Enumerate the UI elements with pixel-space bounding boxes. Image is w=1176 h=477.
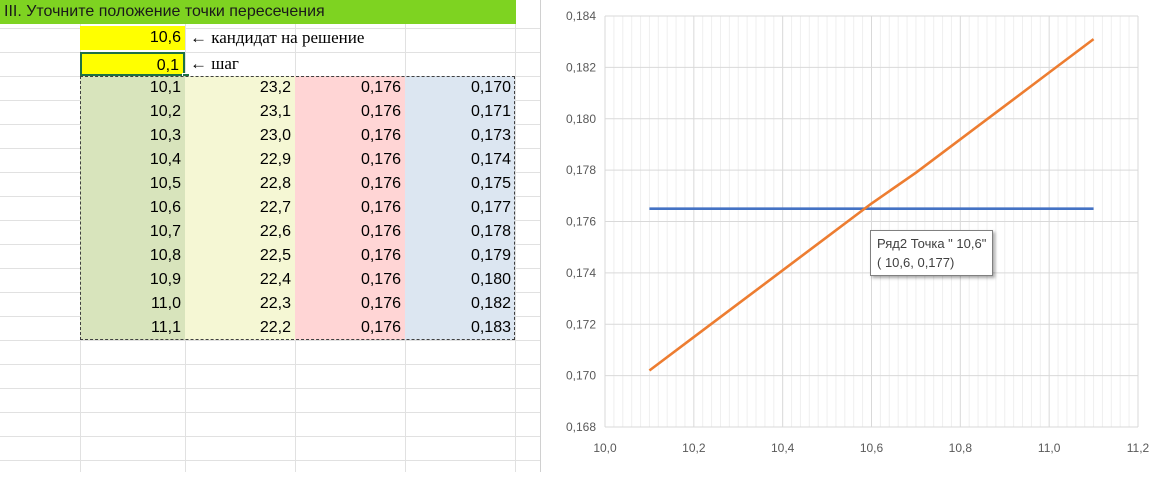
table-cell[interactable]: 0,183 bbox=[470, 319, 511, 336]
gridline bbox=[0, 364, 540, 365]
table-cell[interactable]: 0,176 bbox=[360, 199, 401, 216]
table-cell[interactable]: 0,177 bbox=[470, 199, 511, 216]
table-cell[interactable]: 0,179 bbox=[470, 247, 511, 264]
gridline bbox=[0, 460, 540, 461]
table-cell[interactable]: 0,176 bbox=[360, 79, 401, 96]
table-cell[interactable]: 0,176 bbox=[360, 271, 401, 288]
table-cell[interactable]: 10,7 bbox=[149, 223, 181, 240]
gridline bbox=[0, 412, 540, 413]
tooltip-line-1: Ряд2 Точка " 10,6" bbox=[877, 236, 987, 251]
gridline bbox=[0, 436, 540, 437]
table-cell[interactable]: 10,5 bbox=[149, 175, 181, 192]
table-column-bg bbox=[405, 76, 515, 340]
table-cell[interactable]: 22,6 bbox=[259, 223, 291, 240]
chart-area[interactable]: 0,168 0,170 0,172 0,174 0,176 0,178 0,180 0,182… bbox=[540, 0, 1176, 472]
x-tick-label: 11,2 bbox=[1127, 441, 1150, 455]
table-cell[interactable]: 0,178 bbox=[470, 223, 511, 240]
x-tick-label: 10,4 bbox=[771, 441, 795, 455]
table-column-bg bbox=[185, 76, 295, 340]
x-tick-label: 11,0 bbox=[1038, 441, 1061, 455]
y-tick-label: 0,180 bbox=[566, 112, 596, 126]
y-tick-label: 0,168 bbox=[566, 420, 596, 434]
table-cell[interactable]: 0,176 bbox=[360, 223, 401, 240]
y-tick-label: 0,170 bbox=[566, 369, 596, 383]
table-cell[interactable]: 0,174 bbox=[470, 151, 511, 168]
table-cell[interactable]: 0,176 bbox=[360, 175, 401, 192]
step-note: ← шаг bbox=[190, 54, 239, 73]
y-tick-label: 0,172 bbox=[566, 317, 596, 331]
gridline bbox=[0, 340, 540, 341]
x-tick-label: 10,2 bbox=[682, 441, 706, 455]
table-cell[interactable]: 10,8 bbox=[149, 247, 181, 264]
table-column-bg bbox=[295, 76, 405, 340]
y-tick-label: 0,184 bbox=[566, 9, 596, 23]
x-tick-label: 10,8 bbox=[949, 441, 973, 455]
y-tick-label: 0,174 bbox=[566, 266, 596, 280]
table-cell[interactable]: 0,175 bbox=[470, 175, 511, 192]
y-tick-label: 0,176 bbox=[566, 215, 596, 229]
line-chart[interactable]: 0,168 0,170 0,172 0,174 0,176 0,178 0,180 0,182… bbox=[541, 0, 1176, 472]
table-cell[interactable]: 0,176 bbox=[360, 247, 401, 264]
table-cell[interactable]: 22,2 bbox=[259, 319, 291, 336]
table-cell[interactable]: 22,3 bbox=[259, 295, 291, 312]
table-cell[interactable]: 0,180 bbox=[470, 271, 511, 288]
table-cell[interactable]: 0,176 bbox=[360, 319, 401, 336]
table-cell[interactable]: 22,4 bbox=[259, 271, 291, 288]
table-cell[interactable]: 0,176 bbox=[360, 127, 401, 144]
table-cell[interactable]: 22,8 bbox=[259, 175, 291, 192]
table-cell[interactable]: 10,4 bbox=[149, 151, 181, 168]
gridline bbox=[0, 52, 540, 53]
table-cell[interactable]: 10,3 bbox=[149, 127, 181, 144]
y-tick-label: 0,182 bbox=[566, 60, 596, 74]
table-cell[interactable]: 22,9 bbox=[259, 151, 291, 168]
gridline bbox=[0, 28, 540, 29]
x-tick-label: 10,0 bbox=[593, 441, 617, 455]
table-cell[interactable]: 0,170 bbox=[470, 79, 511, 96]
table-cell[interactable]: 22,5 bbox=[259, 247, 291, 264]
gridline bbox=[515, 0, 516, 472]
table-cell[interactable]: 23,0 bbox=[259, 127, 291, 144]
series-line-2 bbox=[648, 38, 1095, 372]
gridline bbox=[0, 388, 540, 389]
tooltip-line-2: ( 10,6, 0,177) bbox=[877, 255, 955, 270]
table-cell[interactable]: 0,176 bbox=[360, 151, 401, 168]
x-tick-label: 10,6 bbox=[860, 441, 884, 455]
table-cell[interactable]: 0,171 bbox=[470, 103, 511, 120]
table-cell[interactable]: 10,6 bbox=[149, 199, 181, 216]
table-cell[interactable]: 0,176 bbox=[360, 103, 401, 120]
data-point-tooltip: Ряд2 Точка " 10,6" ( 10,6, 0,177) bbox=[870, 230, 994, 276]
table-cell[interactable]: 22,7 bbox=[259, 199, 291, 216]
table-cell[interactable]: 23,1 bbox=[259, 103, 291, 120]
table-cell[interactable]: 0,173 bbox=[470, 127, 511, 144]
table-cell[interactable]: 0,176 bbox=[360, 295, 401, 312]
table-cell[interactable]: 10,9 bbox=[149, 271, 181, 288]
table-cell[interactable]: 23,2 bbox=[259, 79, 291, 96]
candidate-cell[interactable]: 10,6 bbox=[80, 26, 185, 50]
table-cell[interactable]: 10,1 bbox=[149, 79, 181, 96]
step-cell[interactable]: 0,1 bbox=[80, 52, 185, 76]
copy-selection-border bbox=[80, 76, 515, 340]
candidate-note: ← кандидат на решение bbox=[190, 28, 365, 47]
table-cell[interactable]: 11,1 bbox=[151, 319, 181, 336]
table-cell[interactable]: 11,0 bbox=[151, 295, 181, 312]
section-title: III. Уточните положение точки пересечени… bbox=[0, 0, 516, 24]
table-column-bg bbox=[80, 76, 185, 340]
table-cell[interactable]: 10,2 bbox=[149, 103, 181, 120]
table-cell[interactable]: 0,182 bbox=[470, 295, 511, 312]
y-tick-label: 0,178 bbox=[566, 163, 596, 177]
